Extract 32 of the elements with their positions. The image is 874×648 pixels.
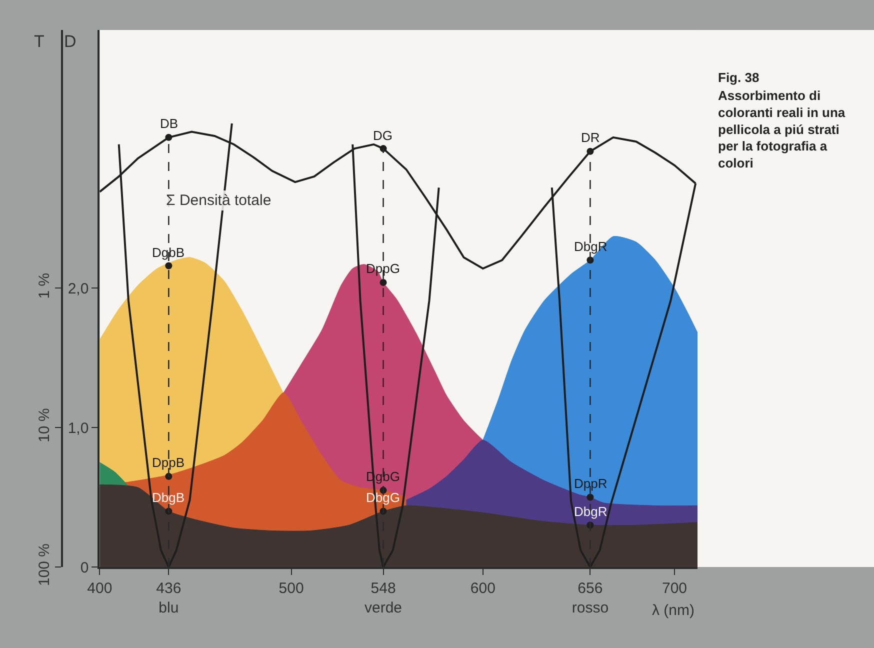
y2-axis-title: T: [34, 32, 44, 51]
point: [165, 262, 172, 270]
annotation: DppB: [152, 455, 185, 470]
y-tick-label: 1,0: [68, 420, 89, 437]
point: [586, 148, 594, 155]
y2-tick-label: 1 %: [36, 272, 54, 299]
annotation: DR: [581, 130, 600, 145]
annotation: DG: [373, 128, 392, 143]
y-tick-label: 0: [80, 559, 89, 576]
x-tick-label: 656 rosso: [572, 580, 609, 616]
point: [586, 494, 594, 501]
text: Assorbimento di coloranti reali in una pellicola a piú strati per la fotografia a colori: [718, 88, 846, 171]
x-axis-title: λ (nm): [652, 602, 694, 619]
x-tick-label: 436 blu: [156, 580, 182, 616]
annotation: Σ Densità totale: [166, 192, 272, 209]
annotation: DbgR: [574, 504, 608, 519]
x-tick-label: 600: [470, 580, 496, 597]
point: [165, 134, 172, 141]
x-tick-label: 548 verde: [364, 580, 402, 616]
y2-tick-label: 10 %: [36, 408, 54, 442]
point: [380, 278, 387, 286]
y2-tick-label: 100 %: [36, 543, 54, 586]
annotation: DgbB: [152, 245, 185, 260]
x-tick-label: 400: [87, 580, 112, 597]
text: Fig. 38: [718, 70, 760, 85]
annotation: DppR: [574, 476, 608, 491]
x-tick-label: 700: [662, 580, 688, 597]
y-tick-label: 2,0: [68, 280, 89, 298]
annotation: DbgB: [152, 490, 185, 505]
x-tick-label: 500: [278, 580, 304, 597]
annotation: DB: [160, 116, 178, 131]
y-axis-title: D: [64, 32, 76, 51]
